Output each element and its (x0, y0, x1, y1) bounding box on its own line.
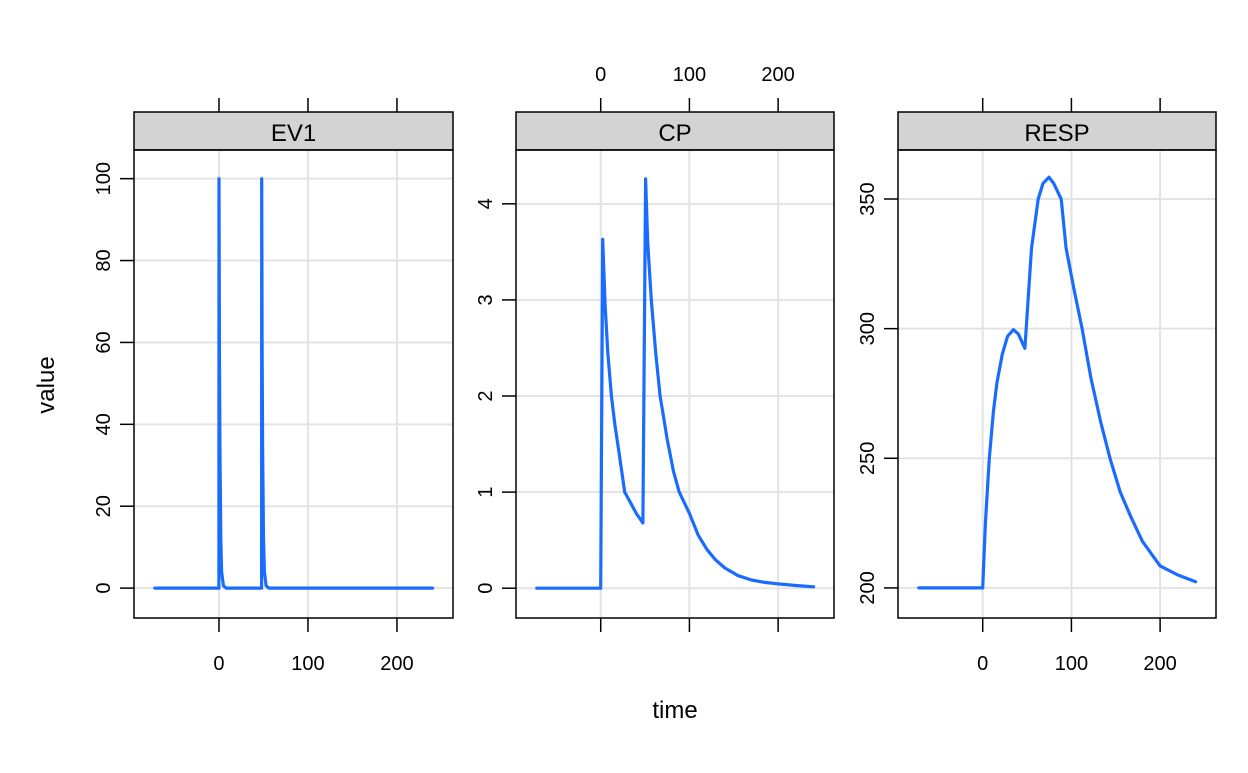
y-tick-label: 60 (93, 331, 115, 353)
x-tick-label: 100 (673, 64, 706, 86)
y-tick-label: 0 (93, 583, 115, 594)
panel-strip-label: EV1 (271, 120, 316, 147)
x-tick-label: 100 (291, 653, 324, 675)
x-tick-label: 200 (1143, 653, 1176, 675)
y-axis-label: value (33, 356, 60, 413)
panel-ev1: EV1 0 100 200 0 20 40 60 80 100 (93, 98, 454, 675)
panel-strip-label: RESP (1024, 120, 1089, 147)
panel-cp: CP 0 100 200 0 1 2 3 4 (475, 64, 835, 632)
panel-frame (515, 149, 835, 619)
y-tick-label: 20 (93, 495, 115, 517)
panel-frame (897, 149, 1217, 619)
series-line-cp (535, 177, 816, 590)
panel-resp: RESP 0 100 200 200 250 300 350 (857, 98, 1217, 675)
series-line-resp (917, 175, 1198, 590)
y-tick-label: 80 (93, 249, 115, 271)
y-tick-label: 200 (857, 571, 879, 604)
y-tick-label: 300 (857, 312, 879, 345)
x-tick-label: 100 (1055, 653, 1088, 675)
y-tick-label: 250 (857, 442, 879, 475)
panel-strip (515, 111, 835, 151)
series-line-ev1 (153, 177, 435, 590)
x-tick-label: 0 (977, 653, 988, 675)
y-tick-label: 100 (93, 162, 115, 195)
y-tick-label: 4 (475, 198, 497, 209)
panel-strip (133, 111, 454, 151)
x-tick-label: 200 (380, 653, 413, 675)
x-tick-label: 200 (761, 64, 794, 86)
y-tick-label: 1 (475, 487, 497, 498)
y-tick-label: 2 (475, 390, 497, 401)
panel-strip-label: CP (658, 120, 691, 147)
y-tick-label: 40 (93, 413, 115, 435)
y-tick-label: 0 (475, 583, 497, 594)
panel-frame (133, 149, 454, 619)
x-axis-label: time (652, 697, 697, 724)
x-tick-label: 0 (213, 653, 224, 675)
y-tick-label: 350 (857, 182, 879, 215)
x-tick-label: 0 (595, 64, 606, 86)
y-tick-label: 3 (475, 294, 497, 305)
